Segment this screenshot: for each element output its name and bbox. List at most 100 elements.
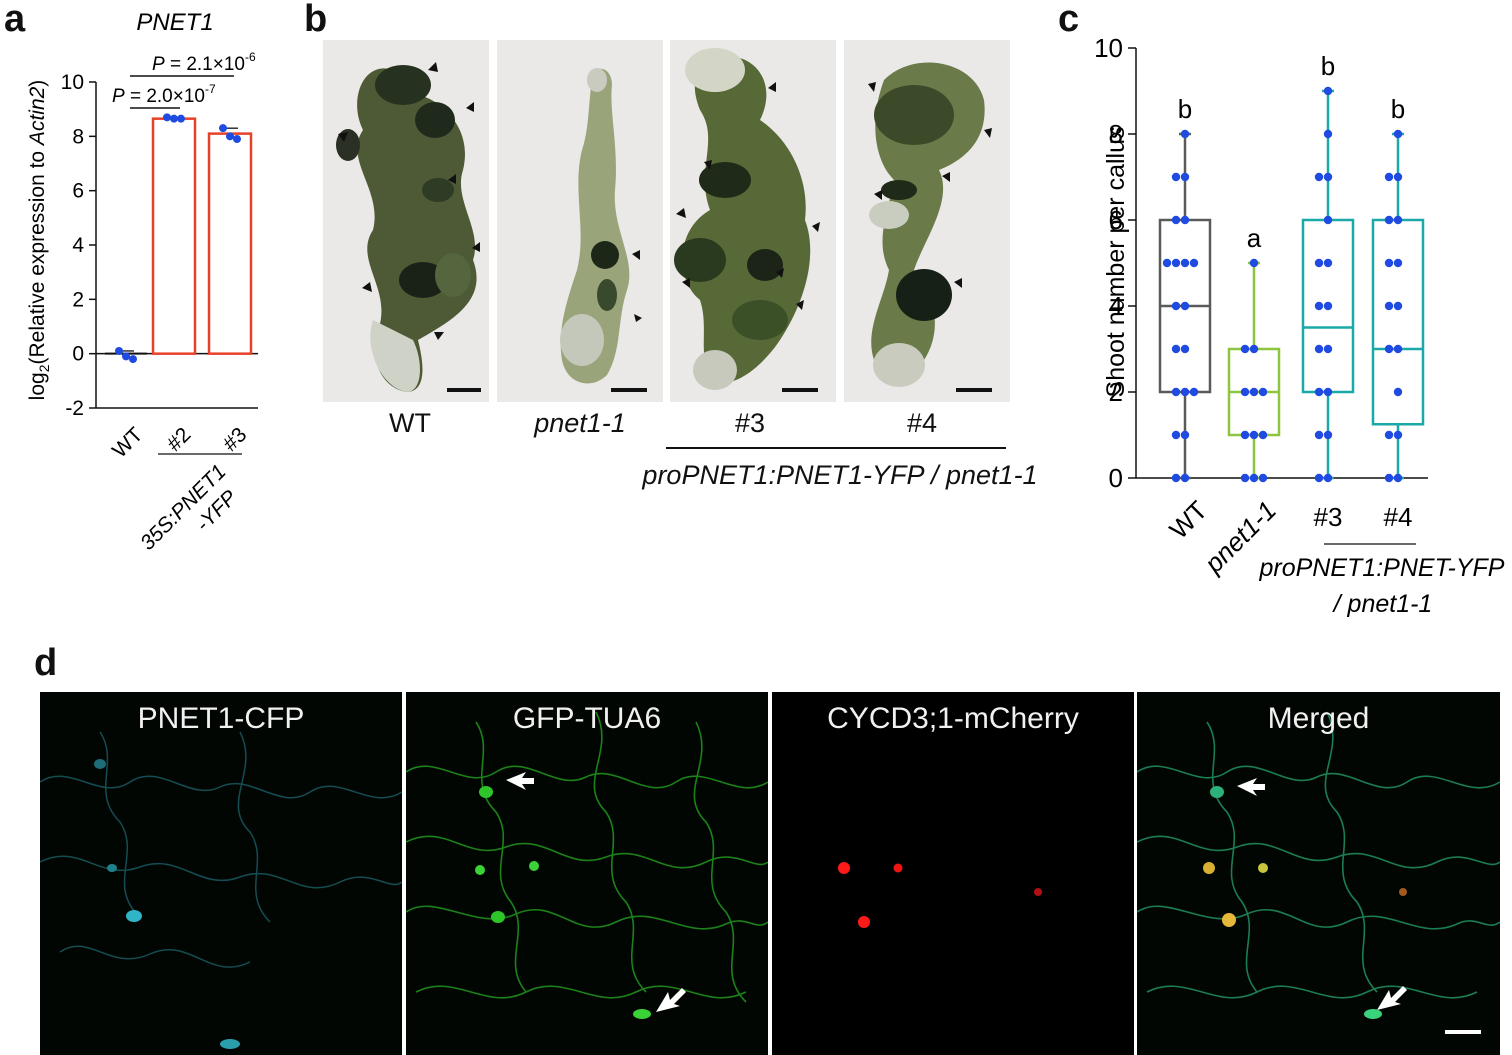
chart-c-point bbox=[1314, 387, 1324, 397]
chart-c-point bbox=[1323, 215, 1333, 225]
chart-a-ytick-label: 10 bbox=[61, 71, 84, 94]
chart-c-xtick-label: #4 bbox=[1384, 502, 1413, 532]
chart-c-point bbox=[1171, 473, 1181, 483]
chart-a-xtick-label: #2 bbox=[163, 423, 196, 456]
chart-c-point bbox=[1171, 258, 1181, 268]
chart-a-ytick-label: 8 bbox=[72, 125, 84, 148]
chart-c-ytick-label: 6 bbox=[1109, 205, 1123, 235]
chart-c-point bbox=[1314, 344, 1324, 354]
chart-c-point bbox=[1314, 301, 1324, 311]
channel-label-cfp: PNET1-CFP bbox=[137, 702, 305, 735]
chart-c-point bbox=[1323, 387, 1333, 397]
chart-a-group-label: 35S:PNET1 -YFP bbox=[136, 456, 253, 573]
chart-c-point bbox=[1258, 387, 1268, 397]
chart-c-sig-letter: a bbox=[1247, 223, 1262, 253]
chart-c-point bbox=[1180, 301, 1190, 311]
photo-label-wt: WT bbox=[389, 408, 431, 438]
chart-c-xtick-label: WT bbox=[1163, 495, 1213, 545]
chart-c-point bbox=[1384, 301, 1394, 311]
chart-c-point bbox=[1314, 172, 1324, 182]
micrograph-gfp: GFP-TUA6 bbox=[406, 692, 768, 1055]
chart-c-ytick-label: 8 bbox=[1109, 119, 1123, 149]
chart-c-xtick-label: #3 bbox=[1314, 502, 1343, 532]
chart-c-point bbox=[1180, 258, 1190, 268]
p-value-1: P = 2.0×10-7 bbox=[112, 82, 216, 107]
micrograph-cfp: PNET1-CFP bbox=[40, 692, 402, 1055]
chart-c-point bbox=[1323, 86, 1333, 96]
chart-c-ylabel: Shoot number per callus bbox=[1102, 127, 1130, 398]
chart-c-point bbox=[1393, 301, 1403, 311]
chart-c-point bbox=[1258, 430, 1268, 440]
panel-a-letter: a bbox=[4, 0, 26, 40]
chart-c-ytick-label: 10 bbox=[1094, 33, 1123, 63]
chart-c-point bbox=[1171, 172, 1181, 182]
chart-c-point bbox=[1249, 344, 1259, 354]
chart-c-point bbox=[1180, 387, 1190, 397]
chart-c-point bbox=[1171, 344, 1181, 354]
chart-c-point bbox=[1393, 258, 1403, 268]
chart-a-point bbox=[170, 114, 178, 123]
chart-c-point bbox=[1249, 473, 1259, 483]
chart-a-ytick-label: -2 bbox=[65, 397, 84, 420]
chart-c-point bbox=[1258, 473, 1268, 483]
chart-c-point bbox=[1323, 301, 1333, 311]
chart-a-ytick-label: 0 bbox=[72, 343, 84, 366]
chart-c-axes: 0 2 4 6 8 10 bbox=[1094, 33, 1428, 493]
callus-photo-wt bbox=[323, 40, 489, 402]
chart-c-point bbox=[1180, 473, 1190, 483]
chart-a-point bbox=[233, 135, 241, 144]
chart-c-point bbox=[1249, 258, 1259, 268]
chart-c-point bbox=[1393, 473, 1403, 483]
chart-a-xtick-label: WT bbox=[108, 423, 147, 462]
chart-c-point bbox=[1323, 473, 1333, 483]
chart-c-point bbox=[1323, 344, 1333, 354]
chart-c-point bbox=[1171, 430, 1181, 440]
chart-c-point bbox=[1384, 172, 1394, 182]
chart-a-ytick-label: 2 bbox=[72, 288, 84, 311]
channel-label-gfp: GFP-TUA6 bbox=[512, 702, 662, 735]
chart-a-point bbox=[226, 132, 234, 141]
chart-c-point bbox=[1393, 172, 1403, 182]
chart-c-ytick-label: 0 bbox=[1109, 463, 1123, 493]
chart-c-point bbox=[1180, 344, 1190, 354]
chart-c-point bbox=[1384, 473, 1394, 483]
chart-c-point bbox=[1189, 258, 1199, 268]
chart-c-point bbox=[1180, 172, 1190, 182]
chart-c-point bbox=[1393, 215, 1403, 225]
chart-c-sig-letter: b bbox=[1321, 51, 1335, 81]
micrograph-mcherry: CYCD3;1-mCherry bbox=[772, 692, 1134, 1055]
chart-c-point bbox=[1171, 387, 1181, 397]
chart-c-point bbox=[1393, 344, 1403, 354]
chart-c-point bbox=[1314, 430, 1324, 440]
photo-group-label: proPNET1:PNET1-YFP / pnet1-1 bbox=[642, 460, 1038, 490]
chart-c-ytick-label: 2 bbox=[1109, 377, 1123, 407]
photo-label-3: #3 bbox=[734, 408, 766, 438]
chart-c-point bbox=[1393, 129, 1403, 139]
chart-c-point bbox=[1240, 344, 1250, 354]
photo-group-line bbox=[666, 447, 1006, 449]
chart-c-point bbox=[1171, 301, 1181, 311]
callus-arrowheads bbox=[338, 62, 992, 340]
panel-c-letter: c bbox=[1058, 0, 1080, 40]
chart-c-point bbox=[1384, 430, 1394, 440]
chart-c-point bbox=[1240, 430, 1250, 440]
chart-c-point bbox=[1314, 473, 1324, 483]
chart-c-point bbox=[1240, 387, 1250, 397]
chart-a-point bbox=[163, 113, 171, 122]
chart-c-point bbox=[1171, 215, 1181, 225]
chart-c-ytick-label: 4 bbox=[1109, 291, 1123, 321]
chart-c-point bbox=[1323, 172, 1333, 182]
panel-b-letter: b bbox=[304, 0, 328, 40]
chart-c-point bbox=[1249, 387, 1259, 397]
chart-c-point bbox=[1180, 215, 1190, 225]
channel-label-mcherry: CYCD3;1-mCherry bbox=[827, 702, 1079, 735]
chart-c-point bbox=[1393, 430, 1403, 440]
chart-a-xtick-label: #3 bbox=[219, 423, 252, 456]
chart-c-point bbox=[1189, 387, 1199, 397]
chart-c-sig-letter: b bbox=[1178, 94, 1192, 124]
chart-c-point bbox=[1162, 258, 1172, 268]
panel-d-letter: d bbox=[34, 642, 58, 684]
chart-c-point bbox=[1393, 387, 1403, 397]
